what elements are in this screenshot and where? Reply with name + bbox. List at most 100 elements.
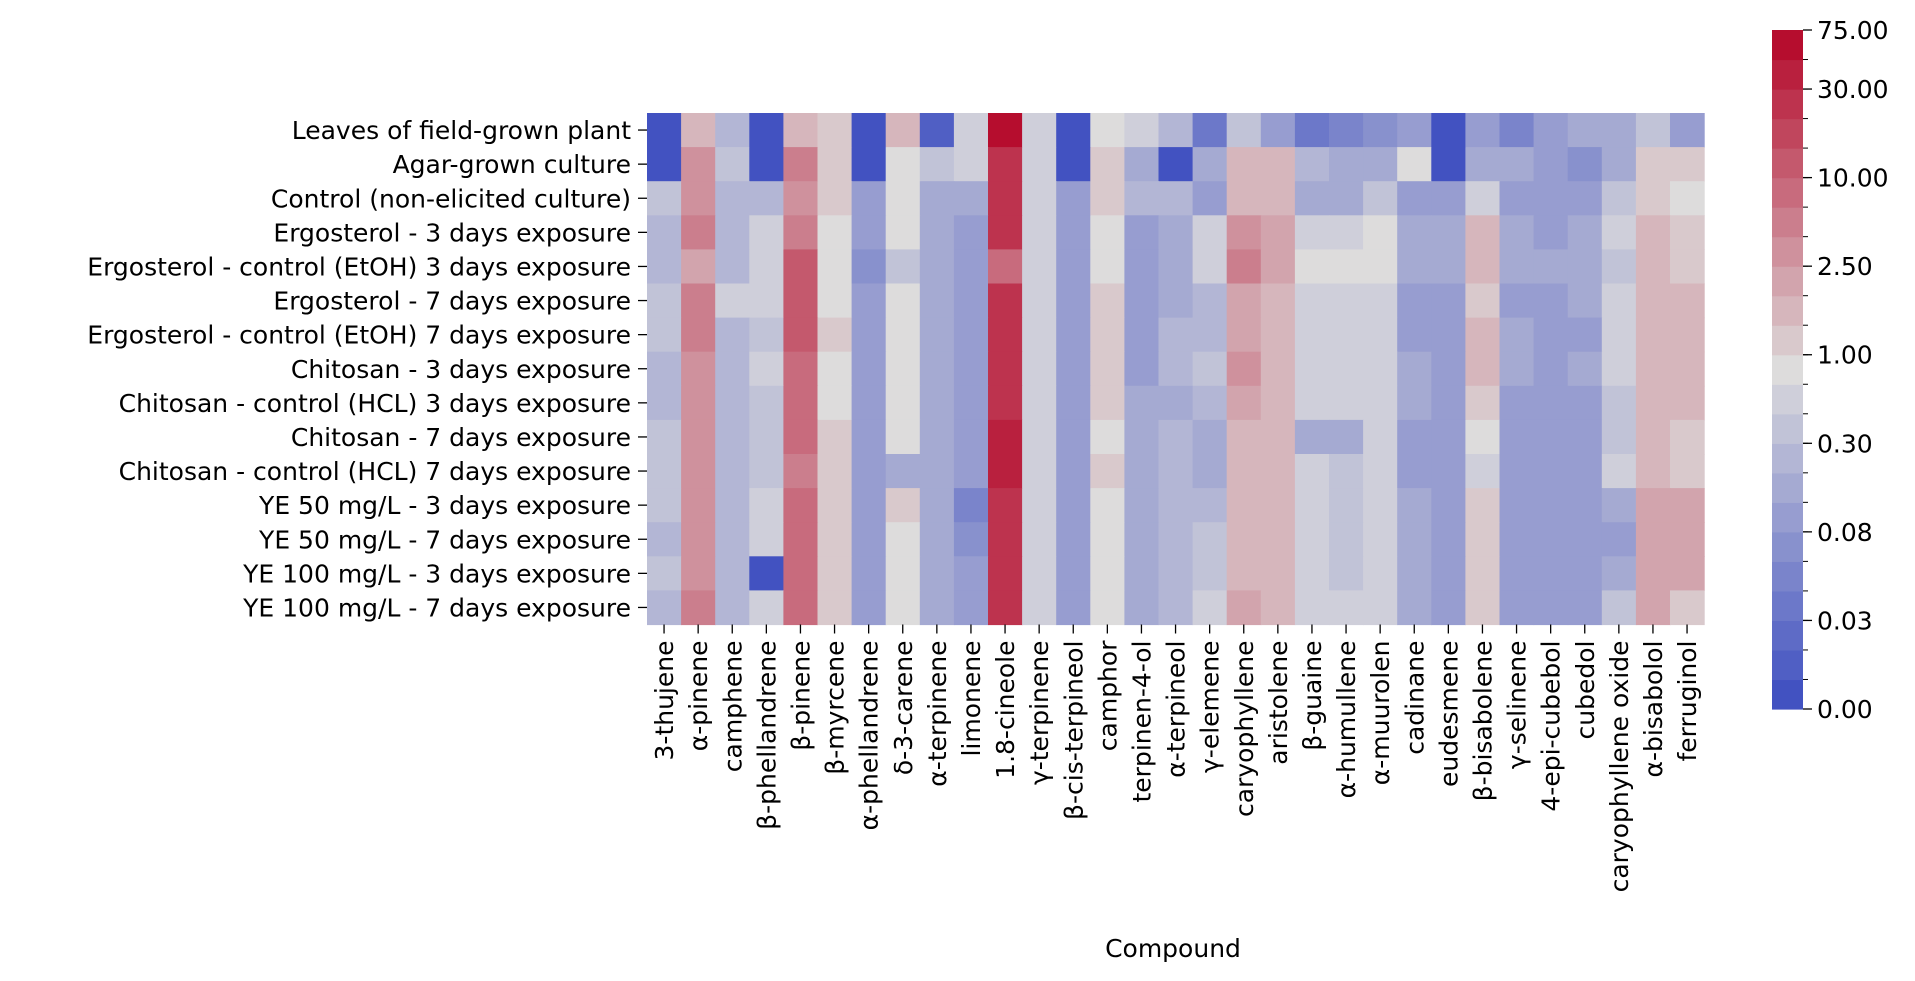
heatmap-cell	[953, 113, 989, 148]
heatmap-cell	[1226, 454, 1262, 489]
heatmap-cell	[1397, 556, 1432, 591]
heatmap-cell	[953, 147, 989, 182]
heatmap-cell	[851, 556, 887, 591]
heatmap-cell	[681, 147, 716, 182]
heatmap-cell	[817, 147, 853, 182]
heatmap-cell	[1090, 181, 1125, 216]
heatmap-cell	[647, 385, 682, 421]
heatmap-cell	[1363, 283, 1398, 319]
column-label: 1.8-cineole	[991, 641, 1020, 779]
heatmap-cell	[681, 419, 716, 455]
colorbar-segment	[1772, 443, 1803, 474]
heatmap-cell	[681, 522, 716, 557]
heatmap-cell	[1329, 522, 1364, 557]
row-label: Control (non-elicited culture)	[271, 184, 631, 213]
heatmap-cell	[953, 385, 989, 421]
heatmap-cell	[1670, 454, 1705, 489]
heatmap-cell	[1022, 351, 1057, 387]
heatmap-cell	[1022, 385, 1057, 421]
heatmap-cell	[1601, 113, 1637, 148]
column-label: β-myrcene	[821, 641, 850, 775]
heatmap-cell	[783, 283, 819, 319]
heatmap-cell	[647, 590, 682, 626]
heatmap-cell	[1635, 590, 1671, 626]
colorbar-tick-label: 2.50	[1817, 252, 1873, 281]
heatmap-cell	[1465, 522, 1501, 557]
colorbar-segment	[1772, 89, 1803, 120]
heatmap-cell	[1397, 215, 1432, 250]
heatmap-cell	[1158, 454, 1194, 489]
heatmap-cell	[1329, 556, 1364, 591]
heatmap-cell	[817, 385, 853, 421]
heatmap-cell	[1363, 385, 1398, 421]
colorbar-tick-label: 75.00	[1817, 16, 1889, 45]
heatmap-cell	[851, 351, 887, 387]
heatmap-cell	[1056, 419, 1091, 455]
heatmap-cell	[919, 385, 955, 421]
heatmap-cell	[919, 181, 955, 216]
heatmap-cell	[919, 113, 955, 148]
heatmap-cell	[681, 385, 716, 421]
column-label: aristolene	[1264, 641, 1293, 765]
heatmap-cell	[715, 317, 750, 353]
heatmap-cell	[988, 351, 1023, 387]
heatmap-cell	[1226, 317, 1262, 353]
heatmap-cell	[851, 419, 887, 455]
row-label: Chitosan - 7 days exposure	[291, 423, 631, 452]
row-label: Ergosterol - control (EtOH) 3 days expos…	[87, 252, 631, 281]
colorbar-segment	[1772, 620, 1803, 651]
heatmap-cell	[1158, 385, 1194, 421]
heatmap-cell	[783, 385, 819, 421]
heatmap-cell	[681, 215, 716, 250]
heatmap-cell	[647, 283, 682, 319]
heatmap-cell	[1124, 317, 1160, 353]
heatmap-cell	[1465, 317, 1501, 353]
heatmap-cell	[1465, 454, 1501, 489]
heatmap-cell	[817, 317, 853, 353]
heatmap-cell	[715, 215, 750, 250]
heatmap-cell	[715, 249, 750, 285]
colorbar-segment	[1772, 679, 1803, 710]
heatmap-cell	[1567, 556, 1603, 591]
heatmap-cell	[647, 522, 682, 557]
heatmap-cell	[1465, 181, 1501, 216]
heatmap-cell	[783, 488, 819, 523]
heatmap-cell	[953, 249, 989, 285]
heatmap-cell	[783, 590, 819, 626]
heatmap-cell	[1397, 590, 1432, 626]
heatmap-cell	[1601, 181, 1637, 216]
heatmap-cell	[1124, 488, 1160, 523]
heatmap-cell	[1124, 419, 1160, 455]
column-label: α-terpineol	[1162, 641, 1191, 778]
heatmap-cell	[1329, 215, 1364, 250]
heatmap-cell	[1431, 488, 1466, 523]
heatmap-cell	[1567, 488, 1603, 523]
heatmap-cell	[749, 147, 784, 182]
heatmap-cell	[885, 351, 921, 387]
heatmap-cell	[1533, 181, 1569, 216]
heatmap-cell	[1192, 215, 1228, 250]
heatmap-cell	[919, 590, 955, 626]
heatmap-cell	[1567, 147, 1603, 182]
row-label: Ergosterol - 7 days exposure	[273, 287, 631, 316]
heatmap-cell	[1158, 317, 1194, 353]
heatmap-cell	[1294, 385, 1330, 421]
heatmap-cell	[783, 419, 819, 455]
heatmap-cell	[1363, 147, 1398, 182]
heatmap-cell	[1226, 522, 1262, 557]
heatmap-cell	[1670, 385, 1705, 421]
heatmap-cell	[681, 590, 716, 626]
heatmap-cell	[749, 317, 784, 353]
heatmap-cell	[1499, 454, 1535, 489]
colorbar-segment	[1772, 148, 1803, 179]
heatmap-cell	[1192, 419, 1228, 455]
column-label: β-phellandrene	[752, 641, 781, 830]
heatmap-cell	[953, 181, 989, 216]
heatmap-cell	[1158, 556, 1194, 591]
heatmap-cell	[1431, 317, 1466, 353]
heatmap-cell	[1090, 249, 1125, 285]
heatmap-cell	[1567, 454, 1603, 489]
heatmap-cell	[715, 351, 750, 387]
heatmap-cell	[1294, 317, 1330, 353]
heatmap-cell	[1431, 351, 1466, 387]
